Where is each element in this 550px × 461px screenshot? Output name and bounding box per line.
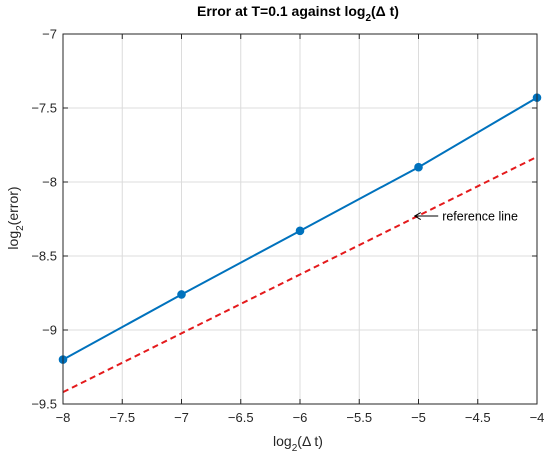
y-tick-label: −9: [42, 323, 57, 338]
y-tick-label: −8.5: [31, 249, 57, 264]
x-tick-label: −7: [174, 410, 189, 425]
reference-line: [62, 155, 538, 394]
ticks: −8 −7.5 −7 −6.5 −6 −5.5 −5 −4.5 −4 −9.5 −9 −8.5 −8 −7…: [31, 27, 544, 426]
x-tick-label: −8: [56, 410, 71, 425]
series-layer: [58, 93, 542, 394]
error-point: [177, 290, 186, 299]
annotation-arrow-head: [413, 212, 422, 220]
annotation-layer: reference line: [413, 210, 518, 224]
x-tick-label: −6.5: [228, 410, 254, 425]
x-tick-label: −6: [293, 410, 308, 425]
x-tick-label: −7.5: [109, 410, 135, 425]
x-tick-label: −4: [530, 410, 545, 425]
x-axis-title: log2(Δ t): [273, 433, 323, 454]
x-tick-label: −5.5: [346, 410, 372, 425]
grid: [63, 34, 537, 404]
x-tick-label: −5: [411, 410, 426, 425]
y-axis-title: log2(error): [5, 186, 26, 249]
y-tick-label: −8: [42, 175, 57, 190]
annotation-label: reference line: [442, 210, 518, 224]
y-tick-label: −7: [42, 27, 57, 42]
x-tick-label: −4.5: [465, 410, 491, 425]
error-point: [295, 226, 305, 236]
y-tick-label: −7.5: [31, 101, 57, 116]
chart-title: Error at T=0.1 against log2(Δ t): [197, 3, 399, 24]
y-tick-label: −9.5: [31, 397, 57, 412]
error-point: [414, 162, 423, 172]
